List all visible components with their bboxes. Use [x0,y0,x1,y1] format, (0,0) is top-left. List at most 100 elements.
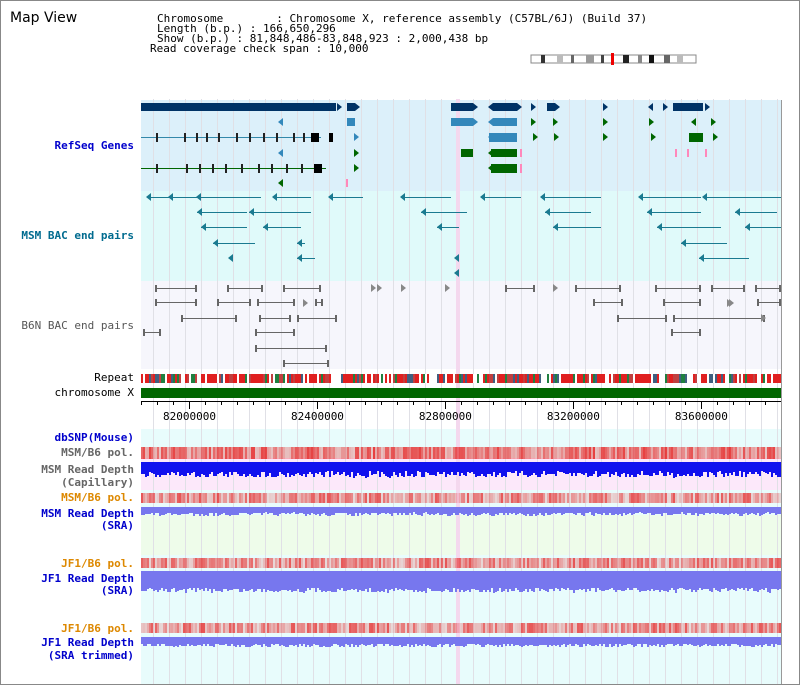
depth-bar [307,507,309,514]
pol-heat [593,493,595,503]
depth-bar [493,507,495,516]
pol-heat [365,493,367,503]
gene-arrow [553,118,558,126]
track-label-refseq-genes[interactable]: RefSeq Genes [54,139,134,152]
depth-bar [651,507,653,515]
depth-bar [559,571,561,591]
depth-bar [343,507,345,513]
repeat-mark [163,374,165,383]
depth-bar [371,507,373,513]
depth-bar [291,637,293,645]
depth-bar [625,637,627,645]
pol-heat [551,558,553,568]
depth-bar [499,571,501,588]
pol-heat [543,558,545,568]
depth-bar [615,637,617,644]
pol-heat [695,558,697,568]
pol-heat [769,493,771,503]
depth-bar [217,637,219,644]
repeat-mark [195,374,197,383]
track-label-dbsnp[interactable]: dbSNP(Mouse) [54,431,134,444]
pol-heat [427,447,429,459]
depth-bar [487,507,489,513]
pol-heat [221,447,223,459]
depth-bar [641,571,643,591]
pol-heat [651,447,653,459]
pol-heat [707,447,709,459]
depth-bar [329,637,331,647]
depth-bar [227,507,229,515]
depth-bar [777,507,779,514]
repeat-mark [285,374,287,383]
depth-bar [467,637,469,644]
pol-heat [601,623,603,633]
repeat-mark [187,374,189,383]
pol-heat [555,623,557,633]
pol-heat [533,623,535,633]
pol-heat [381,623,383,633]
depth-bar [547,507,549,515]
depth-bar [525,637,527,645]
depth-bar [393,507,395,513]
depth-bar [397,507,399,515]
pol-heat [669,623,671,633]
depth-bar [553,507,555,513]
pol-heat [675,447,677,459]
repeat-mark [753,374,755,383]
pol-heat [485,493,487,503]
pol-heat [323,447,325,459]
depth-bar [481,507,483,514]
pol-heat [483,623,485,633]
b6n-end [755,285,757,292]
depth-bar [657,462,659,475]
depth-bar [611,462,613,474]
pol-heat [195,493,197,503]
depth-bar [369,507,371,515]
depth-bar [481,637,483,647]
pol-heat [143,493,145,503]
depth-bar [655,462,657,475]
pol-heat [613,493,615,503]
depth-bar [251,462,253,476]
depth-bar [487,462,489,474]
repeat-mark [255,374,257,383]
track-label-b6n-bac[interactable]: B6N BAC end pairs [21,319,134,332]
pol-heat [211,493,213,503]
pol-heat [497,447,499,459]
depth-bar [211,637,213,646]
pol-heat [249,623,251,633]
depth-bar [185,637,187,646]
depth-bar [733,462,735,472]
pol-heat [401,493,403,503]
gene-arrow [681,239,686,247]
track-label-msm-bac[interactable]: MSM BAC end pairs [21,229,134,242]
pol-heat [675,493,677,503]
depth-bar [249,462,251,474]
pol-heat [201,493,203,503]
pol-heat [285,558,287,568]
depth-bar [665,507,667,513]
depth-bar [479,462,481,476]
depth-bar [495,507,497,514]
pol-heat [571,493,573,503]
pol-heat [151,623,153,633]
depth-bar [201,571,203,589]
depth-bar [531,637,533,645]
pol-heat [629,558,631,568]
depth-bar [209,507,211,513]
depth-bar [707,507,709,513]
depth-bar [309,637,311,647]
pol-heat [473,558,475,568]
pol-heat [311,558,313,568]
pol-heat [751,493,753,503]
pol-heat [469,447,471,459]
pol-heat [515,493,517,503]
depth-bar [375,571,377,592]
depth-bar [553,462,555,474]
depth-bar [599,507,601,514]
depth-bar [339,462,341,475]
depth-bar [223,637,225,645]
pol-heat [289,447,291,459]
pol-heat [673,558,675,568]
